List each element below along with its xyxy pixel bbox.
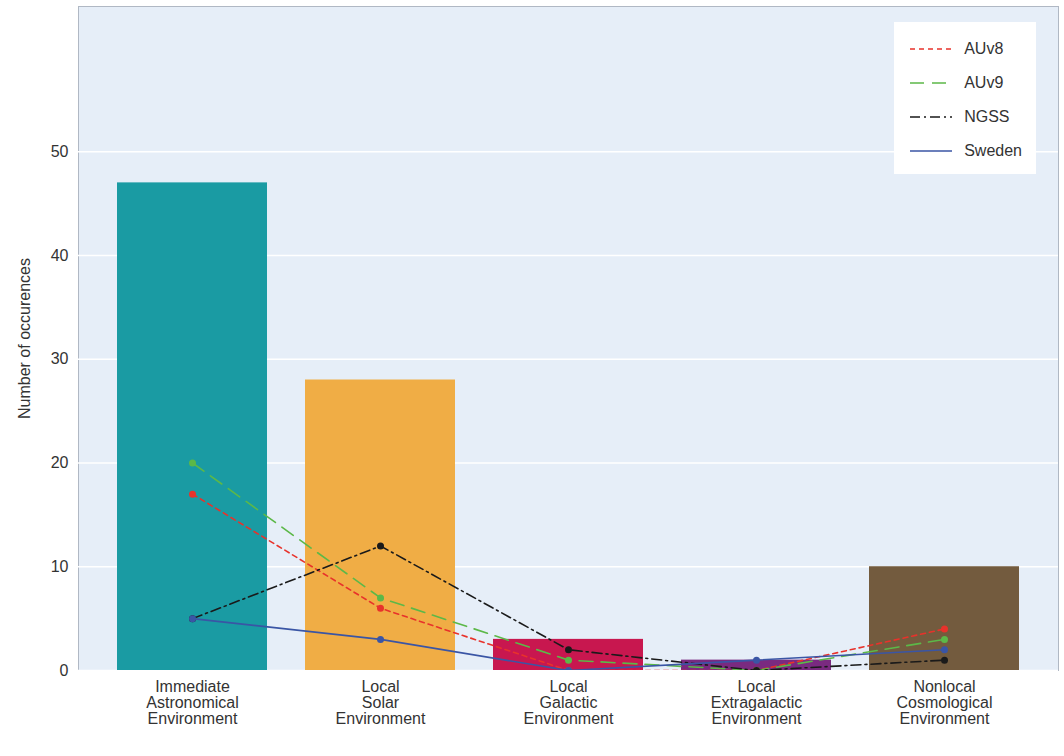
svg-text:Number of occurences: Number of occurences (16, 258, 33, 419)
svg-text:LocalSolarEnvironment: LocalSolarEnvironment (336, 678, 426, 727)
html-text:AUv8: AUv8 (964, 40, 1004, 57)
svg-text:10: 10 (51, 558, 69, 575)
svg-text:20: 20 (51, 454, 69, 471)
svg-text:50: 50 (51, 143, 69, 160)
html-text:AUv9: AUv9 (964, 74, 1004, 91)
html-text:Sweden: Sweden (964, 142, 1022, 159)
svg-text:LocalExtragalacticEnvironment: LocalExtragalacticEnvironment (711, 678, 803, 727)
html-text:NGSS: NGSS (964, 108, 1010, 125)
svg-text:30: 30 (51, 350, 69, 367)
svg-text:NonlocalCosmologicalEnvironmen: NonlocalCosmologicalEnvironment (896, 678, 992, 727)
svg-text:0: 0 (60, 662, 69, 679)
svg-text:40: 40 (51, 247, 69, 264)
svg-text:LocalGalacticEnvironment: LocalGalacticEnvironment (524, 678, 614, 727)
svg-text:ImmediateAstronomicalEnvironme: ImmediateAstronomicalEnvironment (146, 678, 238, 727)
